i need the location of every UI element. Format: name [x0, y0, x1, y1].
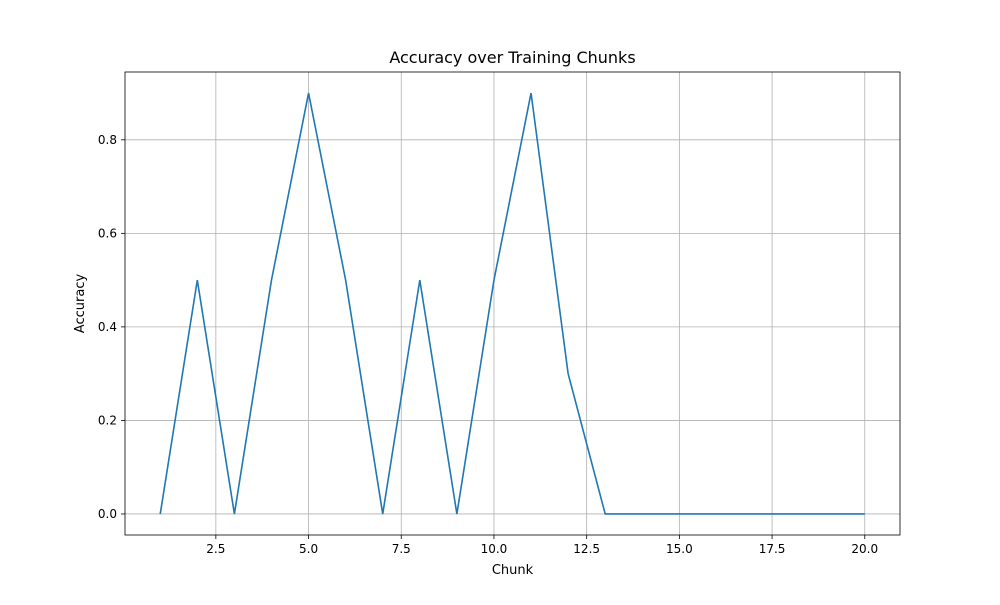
x-tick-label: 10.0 [481, 542, 508, 556]
x-tick-label: 2.5 [206, 542, 225, 556]
x-tick-label: 20.0 [851, 542, 878, 556]
y-tick-label: 0.8 [98, 133, 117, 147]
x-tick-label: 5.0 [299, 542, 318, 556]
y-tick-label: 0.2 [98, 413, 117, 427]
series-line [159, 92, 865, 515]
x-tick-label: 7.5 [392, 542, 411, 556]
series-layer [159, 92, 865, 515]
y-tick-label: 0.6 [98, 226, 117, 240]
plot-frame [124, 71, 901, 536]
x-axis-label: Chunk [492, 563, 534, 578]
y-tick-label: 0.4 [98, 320, 117, 334]
x-tick-label: 15.0 [666, 542, 693, 556]
axis-ticks: 2.5 5.0 7.5 10.0 12.5 15.0 17.5 20.0 0.0 0.2 0.4 0.… [98, 133, 878, 556]
x-tick-label: 12.5 [573, 542, 600, 556]
y-tick-label: 0.0 [98, 507, 117, 521]
chart-title: Accuracy over Training Chunks [389, 48, 635, 67]
y-axis-label: Accuracy [73, 274, 88, 334]
grid-lines [125, 72, 900, 535]
x-tick-label: 17.5 [759, 542, 786, 556]
